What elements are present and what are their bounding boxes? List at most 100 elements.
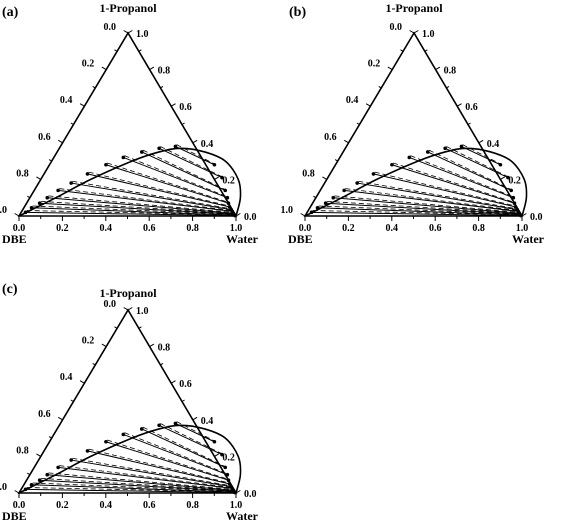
right-tick-label: 0.6 — [465, 102, 478, 113]
tie-line-point-organic — [37, 201, 42, 205]
left-axis-tick — [27, 195, 31, 199]
top-component-label: 1-Propanol — [99, 1, 157, 15]
panel-letter: (b) — [289, 5, 306, 20]
bottom-tick-label: 0.0 — [13, 223, 26, 234]
tie-line-point-organic — [355, 181, 359, 185]
tie-line-point-organic — [23, 487, 28, 492]
right-tick-label: 0.0 — [244, 489, 257, 500]
right-tick-label: 0.4 — [201, 139, 214, 150]
left-tick-label: 0.8 — [302, 168, 315, 179]
right-axis-tick — [192, 416, 198, 421]
panel-letter: (c) — [2, 282, 18, 297]
bottom-tick-label: 0.0 — [13, 500, 26, 511]
left-axis-tick — [14, 490, 20, 494]
tie-line-experimental — [141, 428, 226, 468]
tie-line-point-aqueous — [212, 162, 217, 167]
left-tick-label: 0.4 — [60, 372, 73, 383]
tie-line-point-organic — [459, 144, 464, 149]
tie-line-point-aqueous — [226, 201, 231, 205]
tie-line-experimental — [311, 211, 522, 217]
tie-line-experimental — [31, 207, 235, 216]
tie-line-point-aqueous — [515, 207, 519, 212]
left-tick-label: 0.0 — [390, 22, 403, 33]
right-axis-tick — [424, 49, 428, 52]
tie-line-calculated — [142, 426, 226, 467]
tie-line-experimental — [47, 197, 234, 214]
left-axis-tick — [27, 472, 31, 476]
tie-line-point-organic — [85, 172, 90, 176]
tie-line-experimental — [357, 182, 518, 211]
tie-line-point-organic — [342, 188, 346, 193]
right-axis-tick — [435, 66, 441, 71]
tie-line-calculated — [48, 195, 234, 213]
top-component-label: 1-Propanol — [99, 286, 157, 300]
tie-line-calculated — [88, 171, 230, 207]
tie-line-experimental — [105, 441, 229, 481]
right-axis-tick — [467, 122, 471, 125]
left-tick-label: 0.8 — [16, 168, 29, 179]
right-axis-tick — [138, 326, 142, 329]
left-tick-label: 0.4 — [60, 95, 73, 106]
tie-line-experimental — [141, 151, 226, 191]
left-axis-tick — [58, 139, 63, 144]
tie-line-calculated — [72, 457, 232, 487]
tie-line-point-organic — [309, 210, 314, 215]
tie-line-point-organic — [29, 482, 34, 487]
tie-line-calculated — [446, 146, 509, 178]
left-tick-label: 0.4 — [346, 95, 359, 106]
left-axis-tick — [70, 122, 74, 125]
tie-line-calculated — [26, 210, 236, 216]
left-axis-tick — [114, 326, 118, 329]
tie-line-point-aqueous — [227, 205, 232, 209]
tie-line-point-organic — [173, 144, 178, 149]
tie-line-experimental — [58, 189, 233, 212]
right-tick-label: 0.2 — [222, 175, 235, 186]
tie-line-point-organic — [331, 195, 336, 200]
left-component-label: DBE — [288, 232, 313, 246]
tie-line-experimental — [175, 146, 215, 166]
left-axis-tick — [79, 380, 85, 384]
left-tick-label: 1.0 — [0, 482, 7, 493]
left-tick-label: 1.0 — [281, 205, 294, 216]
left-tick-label: 0.0 — [104, 22, 117, 33]
tie-line-calculated — [26, 487, 236, 493]
tie-line-calculated — [88, 448, 230, 484]
tie-line-calculated — [410, 155, 514, 198]
tie-line-experimental — [87, 173, 230, 208]
tie-line-calculated — [176, 421, 215, 442]
bottom-tick-label: 0.2 — [56, 500, 69, 511]
tie-line-point-organic — [121, 432, 126, 437]
tie-line-point-organic — [139, 150, 144, 154]
tie-line-point-organic — [29, 205, 34, 210]
tie-line-calculated — [358, 180, 518, 210]
panel-letter: (a) — [2, 5, 19, 20]
bottom-tick-label: 1.0 — [230, 500, 243, 511]
tie-line-experimental — [158, 424, 223, 456]
tie-line-experimental — [25, 488, 236, 494]
tie-line-point-organic — [157, 423, 161, 428]
tie-line-point-aqueous — [229, 207, 233, 212]
tie-line-point-organic — [85, 449, 90, 453]
left-axis-tick — [48, 159, 52, 162]
tie-line-calculated — [334, 195, 520, 213]
tie-line-experimental — [344, 189, 519, 212]
right-axis-tick — [181, 399, 185, 402]
tie-line-calculated — [40, 477, 234, 491]
tie-line-experimental — [175, 423, 215, 443]
tie-line-point-organic — [425, 150, 430, 154]
right-axis-tick — [160, 362, 164, 366]
tie-line-point-aqueous — [226, 478, 231, 482]
tie-line-calculated — [160, 423, 223, 455]
bottom-tick-label: 1.0 — [230, 223, 243, 234]
tie-line-point-organic — [371, 172, 376, 176]
tie-line-point-aqueous — [498, 162, 503, 167]
right-tick-label: 0.0 — [530, 212, 543, 223]
tie-line-point-organic — [56, 188, 60, 193]
tie-line-calculated — [107, 439, 229, 480]
right-axis-tick — [214, 176, 219, 180]
bottom-tick-label: 0.8 — [186, 500, 199, 511]
left-axis-tick — [334, 159, 338, 162]
tie-line-experimental — [333, 197, 520, 214]
